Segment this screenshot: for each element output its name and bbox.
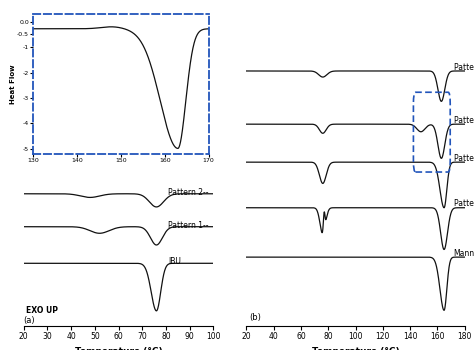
Text: EXO UP: EXO UP (26, 306, 58, 315)
X-axis label: Temperature (°C): Temperature (°C) (87, 169, 155, 176)
Text: Pattern 2++: Pattern 2++ (454, 63, 474, 72)
Text: Pattern 1++: Pattern 1++ (454, 116, 474, 125)
Text: Pattern 1+-: Pattern 1+- (454, 199, 474, 209)
Text: Pattern 2--: Pattern 2-- (168, 188, 209, 197)
Text: Pattern 2+-: Pattern 2+- (454, 154, 474, 163)
Text: IBU: IBU (168, 257, 181, 266)
Text: (a): (a) (24, 316, 36, 326)
Text: (b): (b) (249, 313, 261, 322)
Y-axis label: Heat Flow: Heat Flow (9, 64, 16, 104)
Text: Mannitol: Mannitol (454, 249, 474, 258)
X-axis label: Temperature (°C): Temperature (°C) (75, 347, 162, 350)
X-axis label: Temperature (°C): Temperature (°C) (312, 347, 399, 350)
Text: Pattern 1--: Pattern 1-- (168, 221, 209, 230)
